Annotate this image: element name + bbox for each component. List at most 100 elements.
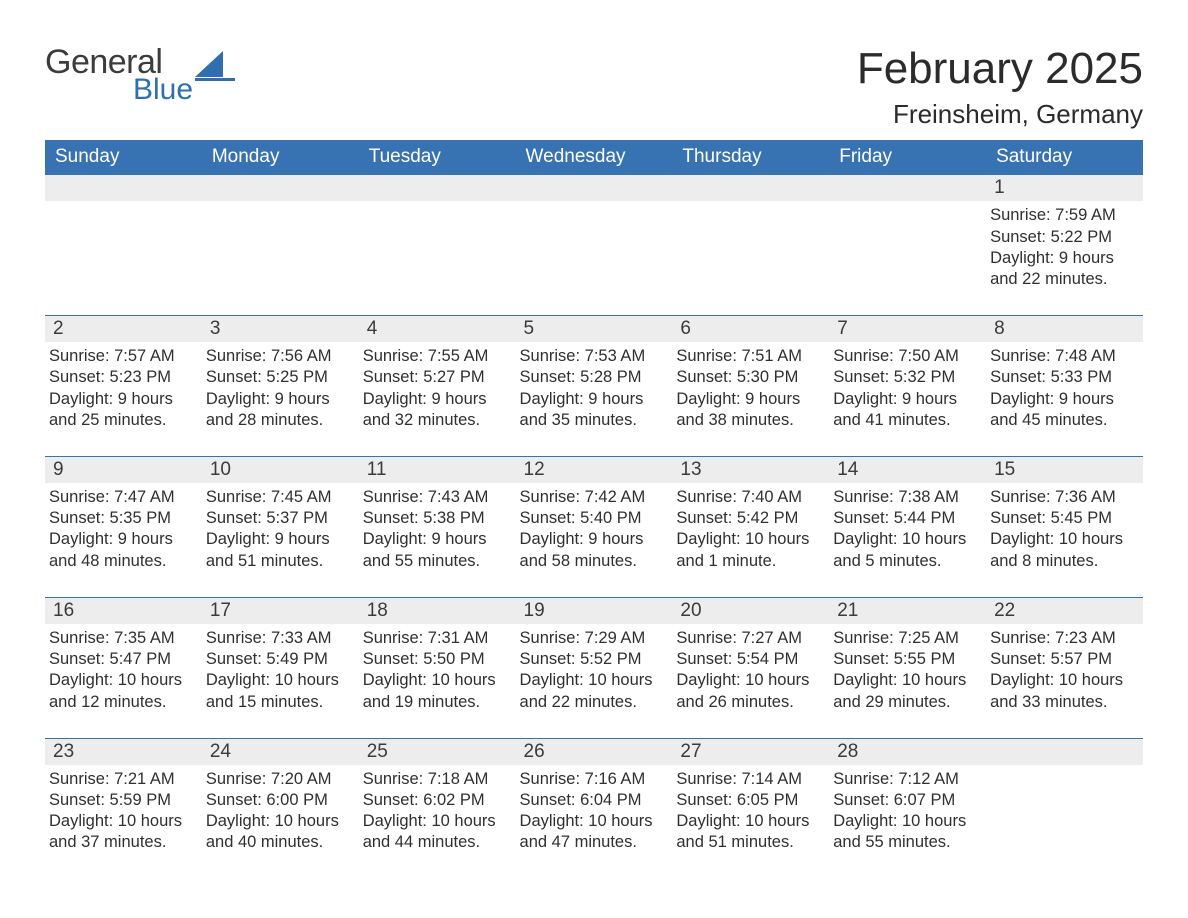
- day-details: Sunrise: 7:12 AMSunset: 6:07 PMDaylight:…: [829, 765, 986, 855]
- calendar-cell: 19Sunrise: 7:29 AMSunset: 5:52 PMDayligh…: [516, 598, 673, 715]
- day-details: Sunrise: 7:21 AMSunset: 5:59 PMDaylight:…: [45, 765, 202, 855]
- day-details: Sunrise: 7:42 AMSunset: 5:40 PMDaylight:…: [516, 483, 673, 573]
- daylight-text: Daylight: 10 hours and 1 minute.: [676, 529, 823, 571]
- sunset-text: Sunset: 5:35 PM: [49, 508, 196, 529]
- day-number: 16: [45, 598, 202, 624]
- sunset-text: Sunset: 5:52 PM: [520, 649, 667, 670]
- calendar-week-row: 9Sunrise: 7:47 AMSunset: 5:35 PMDaylight…: [45, 457, 1143, 574]
- calendar-cell: [359, 175, 516, 292]
- calendar-cell: 10Sunrise: 7:45 AMSunset: 5:37 PMDayligh…: [202, 457, 359, 574]
- sunset-text: Sunset: 6:04 PM: [520, 790, 667, 811]
- sunrise-text: Sunrise: 7:40 AM: [676, 487, 823, 508]
- daylight-text: Daylight: 10 hours and 12 minutes.: [49, 670, 196, 712]
- sunrise-text: Sunrise: 7:18 AM: [363, 769, 510, 790]
- sunset-text: Sunset: 5:57 PM: [990, 649, 1137, 670]
- day-number: 26: [516, 739, 673, 765]
- daylight-text: Daylight: 9 hours and 58 minutes.: [520, 529, 667, 571]
- day-number: [202, 175, 359, 201]
- sunset-text: Sunset: 5:27 PM: [363, 367, 510, 388]
- sunset-text: Sunset: 5:47 PM: [49, 649, 196, 670]
- daylight-text: Daylight: 10 hours and 5 minutes.: [833, 529, 980, 571]
- sunset-text: Sunset: 5:55 PM: [833, 649, 980, 670]
- day-details: Sunrise: 7:29 AMSunset: 5:52 PMDaylight:…: [516, 624, 673, 714]
- sunset-text: Sunset: 5:28 PM: [520, 367, 667, 388]
- sunset-text: Sunset: 5:33 PM: [990, 367, 1137, 388]
- day-number: 13: [672, 457, 829, 483]
- day-number: [829, 175, 986, 201]
- sail-icon: [195, 51, 235, 81]
- day-number: 17: [202, 598, 359, 624]
- sunrise-text: Sunrise: 7:56 AM: [206, 346, 353, 367]
- day-details: Sunrise: 7:38 AMSunset: 5:44 PMDaylight:…: [829, 483, 986, 573]
- week-spacer: [45, 292, 1143, 316]
- day-number: 6: [672, 316, 829, 342]
- sunset-text: Sunset: 6:00 PM: [206, 790, 353, 811]
- day-number: 23: [45, 739, 202, 765]
- sunset-text: Sunset: 5:42 PM: [676, 508, 823, 529]
- calendar-cell: [672, 175, 829, 292]
- day-number: 28: [829, 739, 986, 765]
- day-number: 24: [202, 739, 359, 765]
- day-number: 9: [45, 457, 202, 483]
- calendar-cell: 20Sunrise: 7:27 AMSunset: 5:54 PMDayligh…: [672, 598, 829, 715]
- daylight-text: Daylight: 9 hours and 32 minutes.: [363, 389, 510, 431]
- day-details: Sunrise: 7:33 AMSunset: 5:49 PMDaylight:…: [202, 624, 359, 714]
- daylight-text: Daylight: 10 hours and 55 minutes.: [833, 811, 980, 853]
- day-number: 11: [359, 457, 516, 483]
- daylight-text: Daylight: 9 hours and 45 minutes.: [990, 389, 1137, 431]
- day-header: Saturday: [986, 140, 1143, 175]
- sunset-text: Sunset: 5:45 PM: [990, 508, 1137, 529]
- day-number: [986, 739, 1143, 765]
- daylight-text: Daylight: 10 hours and 47 minutes.: [520, 811, 667, 853]
- week-spacer: [45, 574, 1143, 598]
- week-spacer: [45, 715, 1143, 739]
- day-header: Tuesday: [359, 140, 516, 175]
- calendar-cell: 26Sunrise: 7:16 AMSunset: 6:04 PMDayligh…: [516, 739, 673, 856]
- calendar-week-row: 16Sunrise: 7:35 AMSunset: 5:47 PMDayligh…: [45, 598, 1143, 715]
- sunset-text: Sunset: 5:49 PM: [206, 649, 353, 670]
- day-number: 25: [359, 739, 516, 765]
- day-header: Thursday: [672, 140, 829, 175]
- sunrise-text: Sunrise: 7:57 AM: [49, 346, 196, 367]
- day-number: 5: [516, 316, 673, 342]
- day-details: Sunrise: 7:51 AMSunset: 5:30 PMDaylight:…: [672, 342, 829, 432]
- day-number: 8: [986, 316, 1143, 342]
- sunset-text: Sunset: 5:23 PM: [49, 367, 196, 388]
- day-details: Sunrise: 7:16 AMSunset: 6:04 PMDaylight:…: [516, 765, 673, 855]
- daylight-text: Daylight: 10 hours and 51 minutes.: [676, 811, 823, 853]
- day-details: Sunrise: 7:50 AMSunset: 5:32 PMDaylight:…: [829, 342, 986, 432]
- day-details: Sunrise: 7:53 AMSunset: 5:28 PMDaylight:…: [516, 342, 673, 432]
- calendar-cell: 12Sunrise: 7:42 AMSunset: 5:40 PMDayligh…: [516, 457, 673, 574]
- calendar-cell: 7Sunrise: 7:50 AMSunset: 5:32 PMDaylight…: [829, 316, 986, 433]
- sunrise-text: Sunrise: 7:50 AM: [833, 346, 980, 367]
- daylight-text: Daylight: 9 hours and 22 minutes.: [990, 248, 1137, 290]
- day-details: Sunrise: 7:45 AMSunset: 5:37 PMDaylight:…: [202, 483, 359, 573]
- sunrise-text: Sunrise: 7:23 AM: [990, 628, 1137, 649]
- daylight-text: Daylight: 10 hours and 29 minutes.: [833, 670, 980, 712]
- calendar-cell: 1Sunrise: 7:59 AMSunset: 5:22 PMDaylight…: [986, 175, 1143, 292]
- day-header: Monday: [202, 140, 359, 175]
- calendar-week-row: 2Sunrise: 7:57 AMSunset: 5:23 PMDaylight…: [45, 316, 1143, 433]
- day-details: Sunrise: 7:27 AMSunset: 5:54 PMDaylight:…: [672, 624, 829, 714]
- sunrise-text: Sunrise: 7:48 AM: [990, 346, 1137, 367]
- calendar-cell: 23Sunrise: 7:21 AMSunset: 5:59 PMDayligh…: [45, 739, 202, 856]
- sunset-text: Sunset: 5:32 PM: [833, 367, 980, 388]
- sunrise-text: Sunrise: 7:47 AM: [49, 487, 196, 508]
- day-details: Sunrise: 7:14 AMSunset: 6:05 PMDaylight:…: [672, 765, 829, 855]
- sunset-text: Sunset: 5:25 PM: [206, 367, 353, 388]
- day-number: 18: [359, 598, 516, 624]
- sunrise-text: Sunrise: 7:33 AM: [206, 628, 353, 649]
- daylight-text: Daylight: 10 hours and 26 minutes.: [676, 670, 823, 712]
- sunrise-text: Sunrise: 7:21 AM: [49, 769, 196, 790]
- day-details: Sunrise: 7:36 AMSunset: 5:45 PMDaylight:…: [986, 483, 1143, 573]
- location-label: Freinsheim, Germany: [857, 99, 1143, 130]
- day-number: 15: [986, 457, 1143, 483]
- sunrise-text: Sunrise: 7:25 AM: [833, 628, 980, 649]
- calendar-cell: 8 Sunrise: 7:48 AMSunset: 5:33 PMDaylight…: [986, 316, 1143, 433]
- day-details: Sunrise: 7:47 AMSunset: 5:35 PMDaylight:…: [45, 483, 202, 573]
- sunrise-text: Sunrise: 7:35 AM: [49, 628, 196, 649]
- daylight-text: Daylight: 9 hours and 38 minutes.: [676, 389, 823, 431]
- calendar-cell: 25Sunrise: 7:18 AMSunset: 6:02 PMDayligh…: [359, 739, 516, 856]
- sunset-text: Sunset: 5:54 PM: [676, 649, 823, 670]
- daylight-text: Daylight: 10 hours and 19 minutes.: [363, 670, 510, 712]
